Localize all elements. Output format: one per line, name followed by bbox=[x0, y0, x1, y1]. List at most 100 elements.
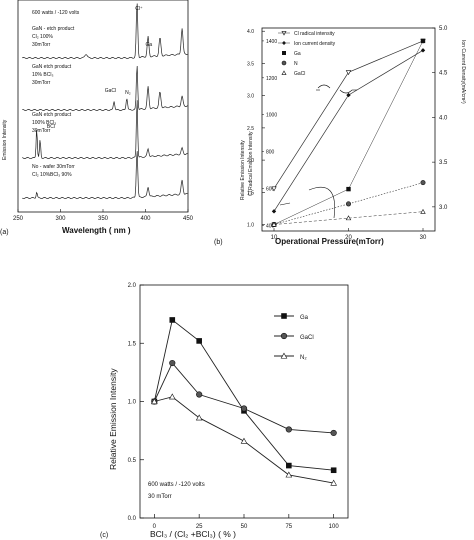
panel-b-y-rel-tick-label: 3.0 bbox=[247, 94, 254, 100]
panel-a-label: (a) bbox=[0, 229, 9, 236]
panel-b-x-tick-label: 30 bbox=[420, 235, 427, 241]
panel-c-data-point bbox=[169, 359, 176, 367]
panel-b-data-point bbox=[345, 215, 352, 221]
panel-c-y-tick-label: 0.0 bbox=[128, 516, 137, 522]
panel-a-peak-label: N₂ bbox=[125, 90, 131, 96]
panel-c-x-tick-label: 75 bbox=[285, 524, 292, 530]
panel-c-annotation-line-1: 600 watts / -120 volts bbox=[148, 482, 205, 488]
panel-a: 250 300 350 400 450 600 watts / -120 volts Ga… bbox=[0, 0, 194, 236]
panel-b-label: (b) bbox=[214, 239, 223, 246]
panel-b-legend-label: GaCl bbox=[294, 71, 305, 77]
panel-c-data-point bbox=[196, 338, 202, 344]
panel-b-y-rel-tick-label: 1.0 bbox=[247, 223, 254, 229]
panel-c-data-point bbox=[151, 398, 158, 405]
panel-a-trace-label-line: 30mTorr bbox=[32, 80, 51, 86]
panel-c: 0 25 50 75 100 0.0 0.5 1.0 1.5 2.0 Ga GaCl N₂ 600 w… bbox=[100, 283, 349, 539]
panel-c-data-point bbox=[285, 426, 292, 433]
panel-c-y-tick-label: 2.0 bbox=[128, 283, 137, 289]
panel-b-y-ion-tick-label: 4.0 bbox=[439, 115, 448, 121]
arrow-right-curve bbox=[339, 89, 353, 94]
panel-b-data-point bbox=[420, 38, 426, 44]
panel-c-data-point bbox=[240, 405, 248, 412]
panel-b-y-cl-tick-label: 800 bbox=[266, 150, 275, 156]
panel-a-spectrum-trace bbox=[22, 65, 188, 111]
panel-c-x-tick-label: 50 bbox=[241, 524, 248, 530]
panel-b-legend-label: Ion current density bbox=[294, 41, 336, 47]
panel-c-legend-label: N₂ bbox=[300, 355, 307, 361]
panel-c-data-point bbox=[168, 393, 176, 400]
panel-c-series-line bbox=[153, 319, 334, 471]
panel-c-series-line bbox=[154, 396, 334, 484]
panel-b-legend-marker bbox=[281, 60, 287, 66]
panel-b-y-label-inner: Cl Radical Emission Intensity bbox=[248, 131, 254, 196]
panel-b-x-label: Operational Pressure(mTorr) bbox=[275, 237, 384, 246]
panel-a-trace-label-line: 100% BCl₃ bbox=[32, 120, 56, 126]
panel-a-trace-label-line: 30mTorr bbox=[32, 128, 51, 134]
panel-b-ticks: 10 20 30 1.0 1.5 2.0 2.5 3.0 3.5 4.0 400 600 800 1000… bbox=[247, 26, 448, 241]
panel-a-trace-labels: 600 watts / -120 volts GaN - etch product… bbox=[32, 6, 152, 178]
panel-b-y-cl-tick-label: 1200 bbox=[266, 76, 277, 82]
panel-b-y-rel-tick-label: 3.5 bbox=[247, 61, 254, 67]
panel-c-legend-marker bbox=[280, 332, 288, 340]
panel-b-legend-label: N bbox=[294, 61, 298, 67]
panel-a-x-label: Wavelength ( nm ) bbox=[62, 226, 131, 235]
panel-c-data-point bbox=[169, 317, 176, 323]
panel-b-legend-marker bbox=[282, 51, 286, 55]
panel-c-data-point bbox=[330, 429, 337, 437]
panel-a-trace-label-line: No - wafer 30mTorr bbox=[32, 164, 75, 170]
panel-c-label: (c) bbox=[100, 532, 108, 539]
panel-c-annotation-line-2: 30 mTorr bbox=[148, 494, 172, 500]
arrow-bottom-head bbox=[279, 202, 291, 206]
panel-a-peak-label: Ga bbox=[146, 42, 153, 48]
panel-b-data-point bbox=[420, 48, 426, 53]
panel-c-y-label: Relative Emission Intensity bbox=[108, 368, 118, 470]
panel-b-data-point bbox=[346, 186, 351, 192]
panel-a-spectra bbox=[22, 3, 188, 199]
panel-c-legend: Ga GaCl N₂ bbox=[274, 313, 314, 361]
panel-c-legend-label: Ga bbox=[300, 315, 309, 321]
panel-a-trace-label-line: 30mTorr bbox=[32, 42, 51, 48]
panel-b-legend-label: Ga bbox=[294, 51, 301, 57]
panel-b-y-ion-tick-label: 4.5 bbox=[439, 71, 448, 77]
panel-c-legend-marker bbox=[280, 352, 288, 359]
panel-c-data-point bbox=[285, 471, 293, 478]
panel-b-y-label-outer: Relative Emission Intensity bbox=[240, 140, 246, 200]
panel-a-spectrum-trace bbox=[22, 151, 188, 199]
arrow-bottom-curve bbox=[308, 186, 336, 219]
panel-b-y-cl-tick-label: 600 bbox=[266, 187, 275, 193]
panel-c-data-point bbox=[330, 479, 337, 486]
panel-a-peak-label: GaCl bbox=[105, 88, 116, 94]
panel-a-trace-label-line: 10% BCl₃ bbox=[32, 72, 54, 78]
panel-b-y-rel-tick-label: 4.0 bbox=[247, 29, 254, 35]
panel-b-series-line bbox=[273, 40, 424, 225]
panel-a-trace-label-line: GaN - etch product bbox=[32, 26, 75, 32]
panel-c-data-point bbox=[286, 462, 292, 469]
panel-b-x-tick-label: 20 bbox=[345, 235, 352, 241]
panel-a-peak-label: BCl bbox=[47, 124, 55, 130]
panel-b-y-rel-tick-label: 2.0 bbox=[247, 158, 254, 164]
panel-a-spectrum-trace bbox=[22, 3, 188, 59]
panel-c-data-point bbox=[240, 437, 248, 444]
panel-b-y-label-right: Ion Current Density(mA/cm²) bbox=[460, 40, 466, 104]
panel-a-x-tick-label: 250 bbox=[13, 216, 24, 222]
panel-b-y-ion-tick-label: 3.0 bbox=[439, 205, 448, 211]
panel-b-y-cl-tick-label: 1400 bbox=[266, 39, 277, 45]
panel-c-x-tick-label: 100 bbox=[329, 524, 340, 530]
panel-a-x-ticks: 250 300 350 400 450 bbox=[13, 209, 194, 222]
panel-b-data-point bbox=[271, 221, 277, 227]
panel-b-x-tick-label: 10 bbox=[271, 235, 278, 241]
panel-b-legend-marker bbox=[281, 70, 287, 75]
panel-b-y-ion-tick-label: 3.5 bbox=[439, 160, 448, 166]
panel-a-trace-label-line: Cl₂ 100% bbox=[32, 34, 53, 40]
panel-c-series-line bbox=[153, 362, 334, 434]
panel-a-trace-label-line: 600 watts / -120 volts bbox=[32, 10, 80, 16]
panel-c-y-tick-label: 0.5 bbox=[128, 458, 137, 464]
panel-b-data-point bbox=[420, 208, 426, 214]
panel-a-x-tick-label: 300 bbox=[55, 216, 66, 222]
panel-b-y-rel-tick-label: 2.5 bbox=[247, 126, 254, 132]
panel-b-legend: Cl radical intensity Ion current density G… bbox=[278, 31, 336, 77]
panel-a-peak-label: Cl⁺ bbox=[135, 6, 143, 12]
panel-b-data-point bbox=[271, 209, 277, 214]
panel-c-legend-label: GaCl bbox=[300, 335, 314, 341]
